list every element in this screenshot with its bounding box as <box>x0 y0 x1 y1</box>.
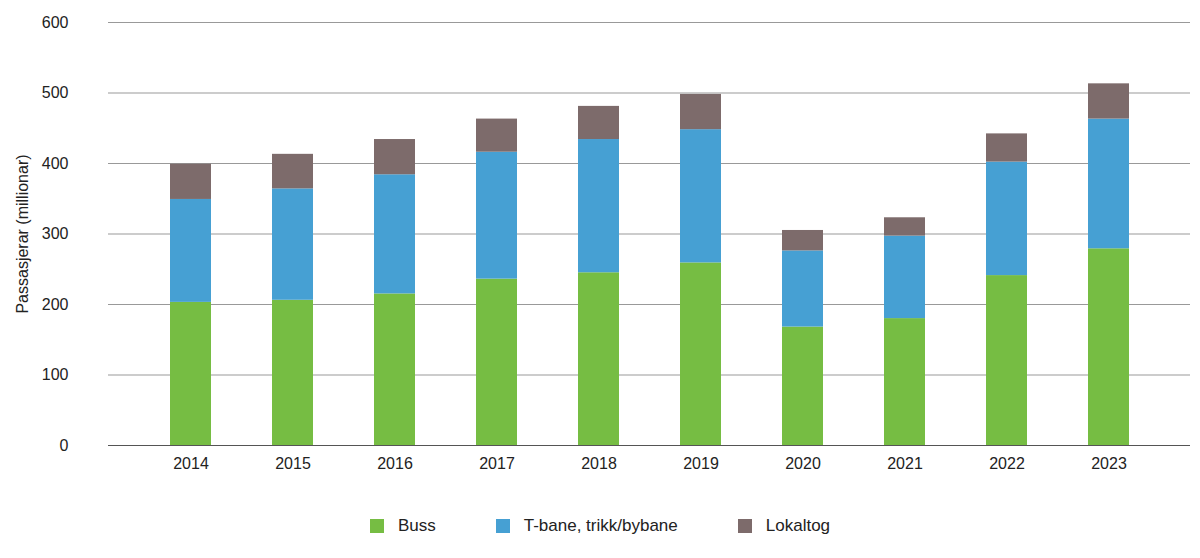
svg-text:2015: 2015 <box>275 455 311 472</box>
svg-text:2018: 2018 <box>581 455 617 472</box>
svg-text:0: 0 <box>60 437 69 454</box>
svg-text:2016: 2016 <box>377 455 413 472</box>
svg-text:Passasjerar (millionar): Passasjerar (millionar) <box>14 154 31 313</box>
svg-text:2017: 2017 <box>479 455 515 472</box>
svg-text:2021: 2021 <box>887 455 923 472</box>
svg-text:2022: 2022 <box>989 455 1025 472</box>
svg-text:300: 300 <box>42 225 69 242</box>
svg-text:500: 500 <box>42 84 69 101</box>
html-text:Buss: Buss <box>397 516 436 535</box>
svg-text:100: 100 <box>42 366 69 383</box>
svg-text:600: 600 <box>42 14 69 31</box>
html-text:T-bane, trikk/bybane: T-bane, trikk/bybane <box>523 516 678 535</box>
svg-text:200: 200 <box>42 296 69 313</box>
svg-text:2023: 2023 <box>1091 455 1127 472</box>
svg-text:400: 400 <box>42 155 69 172</box>
html-text:Lokaltog: Lokaltog <box>765 516 830 535</box>
svg-text:2020: 2020 <box>785 455 821 472</box>
svg-text:2014: 2014 <box>173 455 209 472</box>
svg-text:2019: 2019 <box>683 455 719 472</box>
